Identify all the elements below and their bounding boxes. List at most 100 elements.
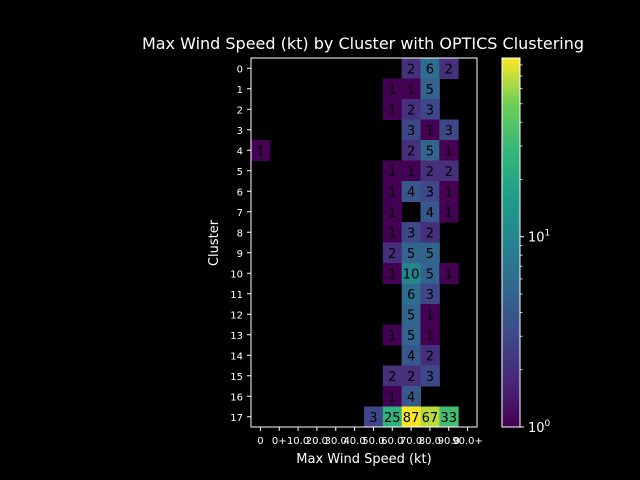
y-tick-label: 9 <box>237 249 243 260</box>
y-tick-label: 5 <box>237 167 243 178</box>
heatmap-cell <box>420 263 440 284</box>
cell-value-label: 4 <box>407 349 415 364</box>
heatmap-cell <box>382 99 403 120</box>
heatmap-cell <box>401 181 421 202</box>
x-tick-label: 40.0 <box>343 436 365 447</box>
cell-value-label: 4 <box>407 390 415 405</box>
x-tick-label: 20.0 <box>306 436 328 447</box>
cell-value-label: 67 <box>422 411 439 426</box>
cell-value-label: 3 <box>407 124 415 139</box>
cell-value-label: 1 <box>445 267 453 282</box>
y-tick-label: 11 <box>230 290 243 301</box>
cell-value-label: 1 <box>388 185 396 200</box>
heatmap-cell <box>420 406 440 428</box>
colorbar-tick-label: 100 <box>528 419 551 436</box>
cell-value-label: 1 <box>426 308 434 323</box>
cell-value-label: 2 <box>426 226 434 241</box>
cell-value-label: 1 <box>388 83 396 98</box>
heatmap-cell <box>439 406 459 428</box>
x-tick-label: 50.0 <box>362 436 384 447</box>
plot-area: 2 6 21 1 51 2 33 1 31 2 5 11 1 2 21 4 3 11 4 11 3 22 5 51 10 5 16 3… <box>251 58 459 428</box>
heatmap-cell <box>401 283 421 305</box>
cell-value-label: 1 <box>388 103 396 118</box>
heatmap-cell <box>420 160 440 182</box>
heatmap-cell <box>401 222 421 243</box>
heatmap-cell <box>439 181 459 202</box>
cell-value-label: 2 <box>407 62 415 77</box>
cell-value-label: 5 <box>407 247 415 262</box>
colorbar-tick-label: 101 <box>528 229 550 246</box>
heatmap-cell <box>382 386 403 407</box>
heatmap-cell <box>420 345 440 366</box>
x-tick-label: 10.0 <box>287 436 309 447</box>
cell-value-label: 2 <box>407 144 415 159</box>
cell-value-label: 2 <box>426 165 434 180</box>
y-tick-label: 3 <box>237 126 243 137</box>
heatmap-cell <box>401 304 421 325</box>
heatmap-cell <box>382 242 403 264</box>
heatmap-cell <box>401 140 421 161</box>
y-tick-label: 14 <box>230 351 243 362</box>
heatmap-cell <box>401 345 421 366</box>
heatmap-cell <box>401 365 421 387</box>
heatmap-cell <box>382 365 403 387</box>
cell-value-label: 1 <box>388 329 396 344</box>
heatmap-cell <box>382 324 403 346</box>
heatmap-cell <box>439 58 459 79</box>
plot-frame <box>250 57 478 428</box>
x-tick-label: 0 <box>257 436 263 447</box>
cell-value-label: 2 <box>445 62 453 77</box>
cell-value-label: 5 <box>426 247 434 262</box>
heatmap-cell <box>439 160 459 182</box>
heatmap-cell <box>420 140 440 161</box>
heatmap-cell <box>420 324 440 346</box>
heatmap-cell <box>401 324 421 346</box>
y-tick-label: 0 <box>237 64 243 75</box>
heatmap-cell <box>251 140 271 161</box>
cell-value-label: 1 <box>388 226 396 241</box>
cell-value-label: 3 <box>407 226 415 241</box>
y-tick-label: 13 <box>230 331 243 342</box>
heatmap-cell <box>420 304 440 325</box>
y-tick-label: 2 <box>237 105 243 116</box>
heatmap-cell <box>439 201 459 223</box>
heatmap-cell <box>382 78 403 100</box>
y-tick-label: 8 <box>237 228 243 239</box>
heatmap-cell <box>439 263 459 284</box>
cell-value-label: 1 <box>388 267 396 282</box>
cell-value-label: 1 <box>407 165 415 180</box>
heatmap-cell <box>401 263 421 284</box>
x-tick-label: 60.0 <box>381 436 403 447</box>
heatmap-cell <box>420 283 440 305</box>
heatmap-cell <box>364 406 384 428</box>
cell-value-label: 6 <box>407 288 415 303</box>
heatmap-cell <box>420 222 440 243</box>
heatmap-cell <box>420 181 440 202</box>
heatmap-cell <box>382 160 403 182</box>
y-tick-label: 4 <box>237 146 243 157</box>
x-tick-label: 70.0 <box>400 436 422 447</box>
cell-value-label: 5 <box>426 144 434 159</box>
heatmap-cell <box>401 242 421 264</box>
x-axis-ticks: 0 0+ 10.020.030.040.050.060.070.080.090.09… <box>257 427 483 447</box>
heatmap-cell <box>382 406 403 428</box>
heatmap-cell <box>401 99 421 120</box>
colorbar-gradient <box>501 57 521 428</box>
cell-value-label: 2 <box>445 165 453 180</box>
cell-value-label: 3 <box>445 124 453 139</box>
heatmap-cell <box>401 119 421 141</box>
cell-value-label: 1 <box>256 144 264 159</box>
chart-title: Max Wind Speed (kt) by Cluster with OPTI… <box>142 34 584 53</box>
cell-value-label: 1 <box>445 206 453 221</box>
heatmap-cell <box>401 78 421 100</box>
x-tick-label: 90.0 <box>438 436 460 447</box>
heatmap-cell <box>439 140 459 161</box>
heatmap-cell <box>420 365 440 387</box>
heatmap-cell <box>401 160 421 182</box>
cell-value-label: 5 <box>426 267 434 282</box>
y-tick-label: 17 <box>230 413 243 424</box>
heatmap-cell <box>382 263 403 284</box>
cell-value-label: 4 <box>407 185 415 200</box>
